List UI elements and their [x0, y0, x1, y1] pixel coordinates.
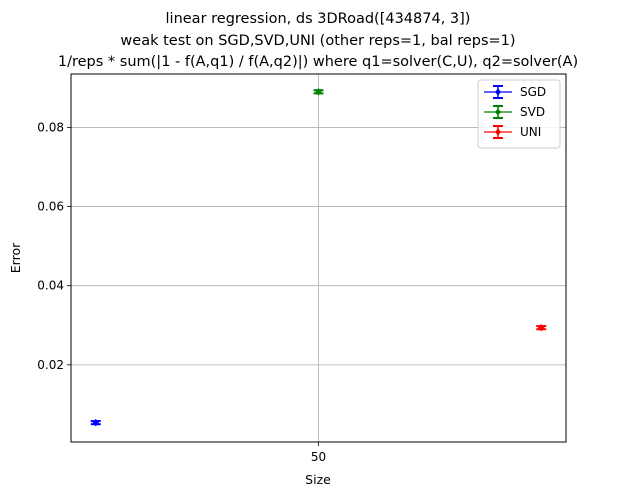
- y-tick-label: 0.08: [37, 120, 64, 134]
- series-uni: [536, 323, 547, 332]
- y-tick-label: 0.06: [37, 200, 64, 214]
- y-tick-label: 0.02: [37, 358, 64, 372]
- legend-entry-svd: SVD: [484, 105, 545, 119]
- x-axis-ticks: 50: [311, 442, 326, 464]
- legend-marker: [495, 108, 501, 116]
- data-points: [90, 87, 547, 427]
- legend-marker: [495, 128, 501, 136]
- legend: SGD SVD UNI: [477, 79, 561, 149]
- legend-label: UNI: [520, 125, 541, 139]
- legend-entry-sgd: SGD: [484, 85, 546, 99]
- series-svd: [313, 87, 324, 96]
- data-point-uni: [537, 323, 545, 332]
- legend-label: SVD: [520, 105, 545, 119]
- y-axis-ticks: 0.02 0.04 0.06 0.08: [37, 120, 71, 372]
- data-point-sgd: [92, 418, 100, 427]
- x-tick-label: 50: [311, 450, 326, 464]
- legend-box: [477, 79, 561, 149]
- plot-area-frame: [70, 73, 567, 443]
- chart-title: linear regression, ds 3DRoad([434874, 3]…: [58, 11, 578, 70]
- y-axis-label: Error: [8, 242, 23, 273]
- title-line-2: weak test on SGD,SVD,UNI (other reps=1, …: [120, 33, 515, 49]
- series-sgd: [90, 418, 101, 427]
- title-line-1: linear regression, ds 3DRoad([434874, 3]…: [166, 11, 471, 27]
- legend-marker: [495, 88, 501, 96]
- legend-entry-uni: UNI: [484, 125, 541, 139]
- x-axis-label: Size: [305, 472, 331, 487]
- legend-label: SGD: [520, 85, 546, 99]
- data-point-svd: [315, 87, 322, 96]
- y-tick-label: 0.04: [37, 279, 64, 293]
- title-line-3: 1/reps * sum(|1 - f(A,q1) / f(A,q2)|) wh…: [58, 54, 578, 70]
